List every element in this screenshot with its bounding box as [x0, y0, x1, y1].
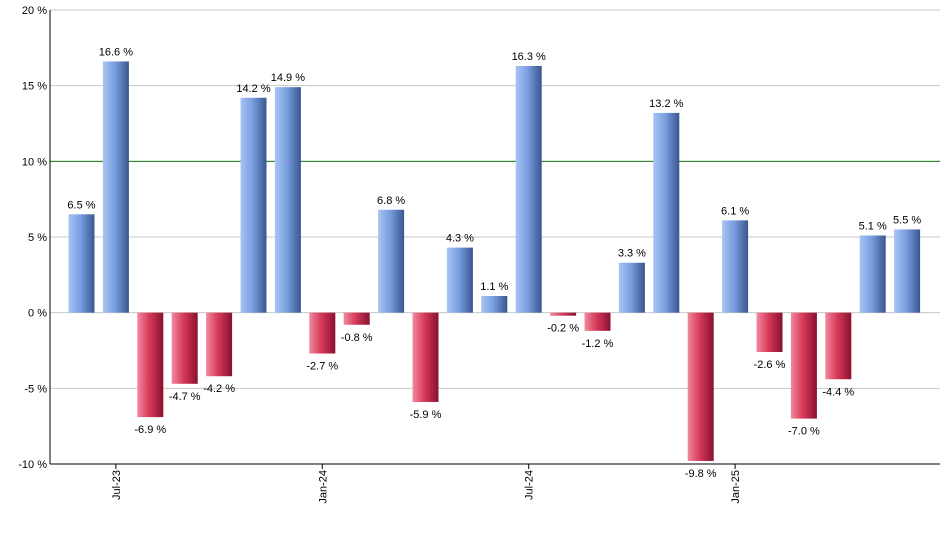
- bar-jul-23: [102, 61, 129, 313]
- bar-jun-25: [894, 229, 921, 313]
- bar-value-label: -6.9 %: [134, 424, 166, 436]
- x-tick-label: Jan-24: [317, 470, 329, 504]
- bar-apr-24: [412, 312, 439, 402]
- bar-value-label: -4.7 %: [169, 391, 201, 403]
- bar-value-label: 1.1 %: [480, 281, 508, 293]
- bar-value-label: 3.3 %: [618, 248, 646, 260]
- bar-value-label: -5.9 %: [410, 409, 442, 421]
- bar-value-label: 5.5 %: [893, 214, 921, 226]
- bar-value-label: 14.2 %: [236, 83, 270, 95]
- bar-aug-23: [137, 312, 164, 418]
- bar-mar-24: [378, 209, 405, 313]
- bar-jul-24: [515, 65, 542, 313]
- y-tick-label: -5 %: [24, 383, 47, 395]
- bar-value-label: -2.6 %: [754, 359, 786, 371]
- bar-value-label: 14.9 %: [271, 72, 305, 84]
- bar-value-label: 16.3 %: [512, 51, 546, 63]
- bar-may-24: [446, 247, 473, 313]
- bar-sep-23: [171, 312, 198, 384]
- y-tick-label: 20 %: [22, 5, 47, 17]
- x-tick-label: Jul-24: [524, 470, 536, 500]
- bar-apr-25: [825, 312, 852, 380]
- bar-nov-24: [653, 112, 680, 313]
- bar-aug-24: [550, 312, 577, 316]
- axes: -10 % -5 % 0 % 5 % 10 % 15 % 20 % Jul-23 Jan-24 J…: [18, 5, 940, 504]
- bar-jan-25: [722, 220, 749, 313]
- bar-feb-25: [756, 312, 783, 353]
- bar-value-label: -2.7 %: [306, 361, 338, 373]
- y-tick-label: -10 %: [18, 459, 47, 471]
- bar-value-label: -4.2 %: [203, 383, 235, 395]
- bar-jun-24: [481, 296, 508, 313]
- bar-value-label: -1.2 %: [582, 338, 614, 350]
- bar-value-label: 16.6 %: [99, 46, 133, 58]
- bars: [68, 61, 921, 461]
- bar-sep-24: [584, 312, 611, 331]
- bar-value-label: 4.3 %: [446, 233, 474, 245]
- bar-value-label: 6.8 %: [377, 195, 405, 207]
- y-tick-label: 10 %: [22, 156, 47, 168]
- bar-oct-24: [618, 262, 645, 313]
- bar-value-label: -0.8 %: [341, 332, 373, 344]
- y-tick-label: 0 %: [28, 308, 47, 320]
- bar-value-label: -0.2 %: [547, 323, 579, 335]
- y-tick-label: 5 %: [28, 232, 47, 244]
- bar-oct-23: [206, 312, 233, 377]
- bar-mar-25: [790, 312, 817, 419]
- bar-nov-23: [240, 97, 267, 313]
- bar-value-label: -4.4 %: [822, 386, 854, 398]
- y-tick-label: 15 %: [22, 81, 47, 93]
- bar-jun-23: [68, 214, 95, 313]
- bar-value-label: -9.8 %: [685, 468, 717, 480]
- bar-value-label: 6.1 %: [721, 205, 749, 217]
- bar-value-labels: 6.5 % 16.6 % -6.9 % -4.7 %-4.2 % 14.2 %14.9 …: [67, 46, 921, 480]
- bar-dec-24: [687, 312, 714, 461]
- bar-jan-24: [309, 312, 336, 354]
- bar-value-label: 6.5 %: [67, 199, 95, 211]
- bar-feb-24: [343, 312, 370, 325]
- bar-value-label: 5.1 %: [859, 220, 887, 232]
- bar-may-25: [859, 235, 886, 313]
- bar-dec-23: [274, 87, 301, 313]
- x-tick-label: Jan-25: [730, 470, 742, 504]
- bar-value-label: 13.2 %: [649, 98, 683, 110]
- bar-value-label: -7.0 %: [788, 426, 820, 438]
- x-tick-label: Jul-23: [111, 470, 123, 500]
